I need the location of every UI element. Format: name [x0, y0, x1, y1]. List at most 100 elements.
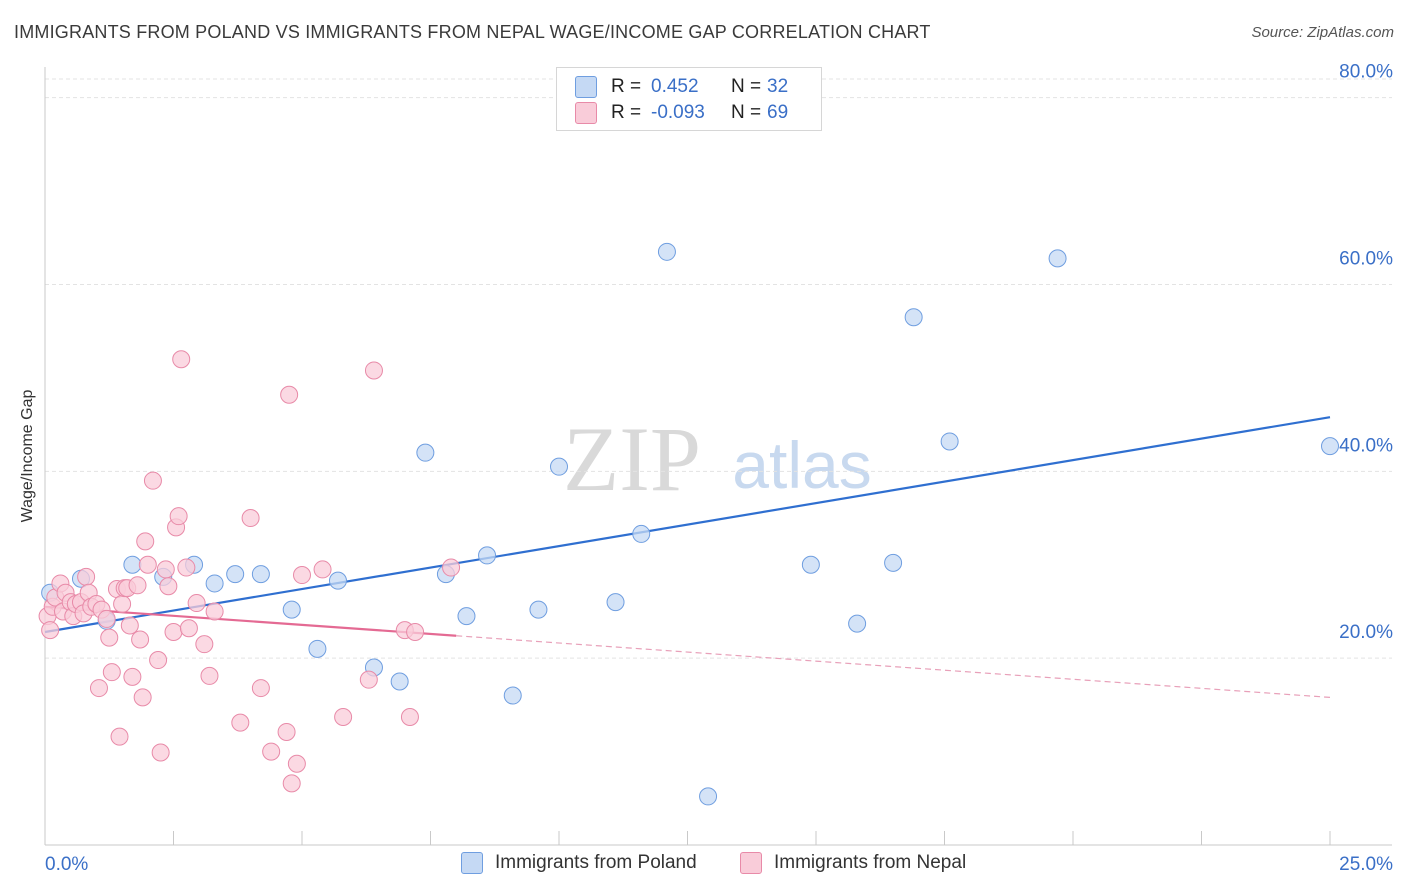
series-label-poland: Immigrants from Poland [495, 852, 697, 873]
poland-point [529, 600, 548, 619]
nepal-point [200, 666, 219, 685]
poland-point [390, 672, 409, 691]
y-tick-label: 80.0% [1339, 62, 1393, 83]
nepal-point [280, 385, 299, 404]
series-label-nepal: Immigrants from Nepal [774, 852, 967, 873]
series-swatch-poland [461, 852, 483, 874]
nepal-point [120, 616, 139, 635]
nepal-point [287, 754, 306, 773]
legend-n-label: N = [731, 102, 762, 123]
poland-point [904, 308, 923, 327]
nepal-point [262, 742, 281, 761]
legend-swatch-poland [575, 76, 597, 98]
chart-source: Source: ZipAtlas.com [1251, 24, 1394, 41]
legend-n-value: 69 [767, 102, 789, 123]
nepal-trend-extension [456, 635, 1331, 699]
zipatlas-watermark: ZIP atlas [563, 408, 872, 510]
poland-point [1321, 437, 1339, 456]
nepal-point [138, 555, 157, 574]
nepal-point [97, 609, 116, 628]
poland-point [657, 242, 676, 261]
poland-point [416, 443, 435, 462]
poland-point [226, 565, 245, 584]
nepal-point [187, 594, 206, 613]
watermark-zip: ZIP [563, 408, 701, 510]
poland-point [328, 571, 347, 590]
nepal-point [110, 727, 129, 746]
poland-point [848, 614, 867, 633]
y-tick-label: 20.0% [1339, 622, 1393, 643]
poland-point [205, 574, 224, 593]
x-tick-label-max: 25.0% [1339, 854, 1393, 875]
nepal-point [102, 663, 121, 682]
poland-point [251, 565, 270, 584]
legend-n-label: N = [731, 76, 762, 97]
nepal-point [113, 594, 132, 613]
y-tick-label: 40.0% [1339, 435, 1393, 456]
nepal-point [89, 679, 108, 698]
x-tick-label-min: 0.0% [45, 854, 88, 875]
nepal-point [151, 743, 170, 762]
gridlines [45, 78, 1392, 659]
series-swatch-nepal [740, 852, 762, 874]
poland-point [632, 524, 651, 543]
poland-point [478, 546, 497, 565]
nepal-point [364, 361, 383, 380]
legend-r-label: R = [611, 76, 642, 97]
data-points [38, 242, 1339, 806]
poland-point [801, 555, 820, 574]
poland-point [308, 639, 327, 658]
poland-point [1048, 249, 1067, 268]
nepal-point [205, 602, 224, 621]
nepal-point [442, 558, 461, 577]
watermark-atlas: atlas [732, 428, 871, 502]
nepal-point [156, 560, 175, 579]
poland-point [503, 686, 522, 705]
poland-point [884, 553, 903, 572]
nepal-point [169, 507, 188, 526]
nepal-point [172, 350, 191, 369]
poland-point [699, 787, 718, 806]
poland-point [940, 432, 959, 451]
legend-r-value: 0.452 [651, 76, 699, 97]
nepal-point [123, 667, 142, 686]
nepal-point [359, 670, 378, 689]
nepal-point [143, 471, 162, 490]
nepal-point [133, 688, 152, 707]
nepal-point [177, 558, 196, 577]
nepal-trend-line [44, 605, 457, 637]
legend-n-value: 32 [767, 76, 789, 97]
poland-point [550, 457, 568, 476]
correlation-legend: R = 0.452 N = 32 R = -0.093 N = 69 [556, 67, 822, 131]
axes [44, 67, 1392, 846]
nepal-point [406, 623, 425, 642]
poland-point [123, 555, 142, 574]
nepal-point [293, 566, 311, 585]
legend-r-value: -0.093 [651, 102, 705, 123]
nepal-point [313, 560, 332, 579]
trend-lines [44, 416, 1331, 699]
tick-labels: 20.0% 40.0% 60.0% 80.0% 0.0% 25.0% [45, 62, 1393, 875]
nepal-point [231, 713, 250, 732]
nepal-point [251, 679, 270, 698]
nepal-point [179, 619, 198, 638]
series-legend-nepal: Immigrants from Nepal [740, 852, 966, 874]
nepal-point [400, 708, 419, 727]
poland-point [457, 607, 476, 626]
nepal-point [195, 635, 214, 654]
nepal-point [41, 621, 60, 640]
nepal-point [136, 532, 155, 551]
nepal-point [77, 567, 96, 586]
poland-point [606, 593, 625, 612]
nepal-point [164, 623, 183, 642]
nepal-point [241, 509, 260, 528]
nepal-point [128, 576, 147, 595]
legend-r-label: R = [611, 102, 642, 123]
nepal-point [100, 628, 119, 647]
nepal-point [277, 722, 296, 741]
legend-row-poland: R = 0.452 N = 32 [575, 74, 788, 100]
nepal-point [131, 630, 150, 649]
series-legend-poland: Immigrants from Poland [461, 852, 697, 874]
chart-title: IMMIGRANTS FROM POLAND VS IMMIGRANTS FRO… [14, 22, 931, 42]
